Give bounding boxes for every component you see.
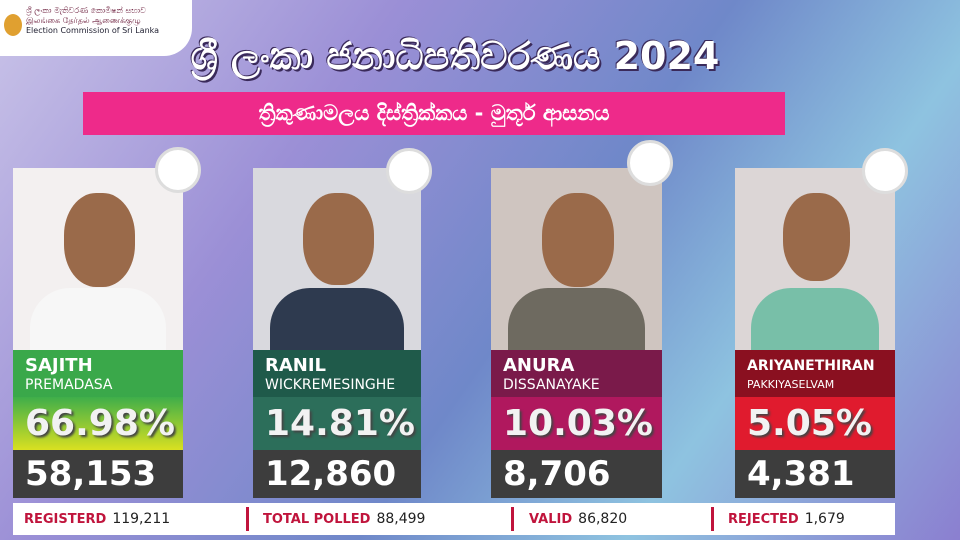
subtitle: ත්‍රිකුණාමලය දිස්ත්‍රික්කය - මුතූර් ආසනය bbox=[83, 92, 785, 135]
stat-value: 86,820 bbox=[578, 511, 628, 527]
logo-text: Election Commission of Sri Lanka bbox=[26, 26, 160, 35]
logo-text: ශ්‍රී ලංකා මැතිවරණ කොමිෂන් සභාව bbox=[26, 6, 146, 15]
stat: VALID 86,820 bbox=[529, 503, 627, 535]
candidate-photo bbox=[253, 168, 421, 350]
vote-percent: 14.81% bbox=[253, 397, 421, 450]
vote-percent: 66.98% bbox=[13, 397, 183, 450]
logo: ශ්‍රී ලංකා මැතිවරණ කොමිෂන් සභාව இலங்கை தே… bbox=[0, 0, 192, 56]
name-band: RANIL WICKREMESINGHE bbox=[253, 350, 421, 397]
vote-percent: 10.03% bbox=[491, 397, 662, 450]
separator bbox=[711, 507, 714, 531]
separator bbox=[511, 507, 514, 531]
party-icon bbox=[627, 140, 673, 186]
name-band: ANURA DISSANAYAKE bbox=[491, 350, 662, 397]
stat-label: REGISTERD bbox=[24, 512, 107, 527]
stats-bar bbox=[13, 503, 895, 535]
stat-label: TOTAL POLLED bbox=[263, 512, 371, 527]
photo-body bbox=[30, 288, 166, 350]
vote-count: 4,381 bbox=[735, 450, 895, 498]
name-band: ARIYANETHIRAN PAKKIYASELVAM bbox=[735, 350, 895, 397]
stat: REGISTERD 119,211 bbox=[24, 503, 170, 535]
last-name: PAKKIYASELVAM bbox=[747, 378, 835, 391]
vote-count: 58,153 bbox=[13, 450, 183, 498]
photo-body bbox=[269, 288, 405, 350]
candidate-photo bbox=[491, 168, 662, 350]
first-name: SAJITH bbox=[25, 355, 93, 376]
photo-head bbox=[783, 193, 851, 281]
vote-percent: 5.05% bbox=[735, 397, 895, 450]
stat: TOTAL POLLED 88,499 bbox=[263, 503, 425, 535]
photo-body bbox=[751, 288, 879, 350]
logo-seal bbox=[4, 14, 22, 36]
photo-body bbox=[508, 288, 645, 350]
last-name: PREMADASA bbox=[25, 377, 113, 393]
stat-label: VALID bbox=[529, 512, 573, 527]
candidate-photo bbox=[735, 168, 895, 350]
last-name: DISSANAYAKE bbox=[503, 377, 600, 393]
stat-label: REJECTED bbox=[728, 512, 799, 527]
first-name: ARIYANETHIRAN bbox=[747, 358, 875, 374]
candidate-photo bbox=[13, 168, 183, 350]
photo-head bbox=[64, 193, 136, 287]
first-name: RANIL bbox=[265, 355, 327, 376]
title: ශ්‍රී ලංකා ජනාධිපතිවරණය 2024 bbox=[190, 34, 720, 78]
vote-count: 12,860 bbox=[253, 450, 421, 498]
party-icon bbox=[386, 148, 432, 194]
separator bbox=[246, 507, 249, 531]
stat-value: 119,211 bbox=[112, 511, 171, 527]
name-band: SAJITH PREMADASA bbox=[13, 350, 183, 397]
logo-text: இலங்கை தேர்தல் ஆணைக்குழு bbox=[26, 16, 141, 25]
last-name: WICKREMESINGHE bbox=[265, 377, 396, 393]
party-icon bbox=[155, 147, 201, 193]
photo-head bbox=[542, 193, 615, 288]
party-icon bbox=[862, 148, 908, 194]
stat-value: 1,679 bbox=[804, 511, 845, 527]
photo-head bbox=[303, 193, 374, 286]
stat-value: 88,499 bbox=[376, 511, 426, 527]
first-name: ANURA bbox=[503, 355, 575, 376]
vote-count: 8,706 bbox=[491, 450, 662, 498]
stat: REJECTED 1,679 bbox=[728, 503, 845, 535]
